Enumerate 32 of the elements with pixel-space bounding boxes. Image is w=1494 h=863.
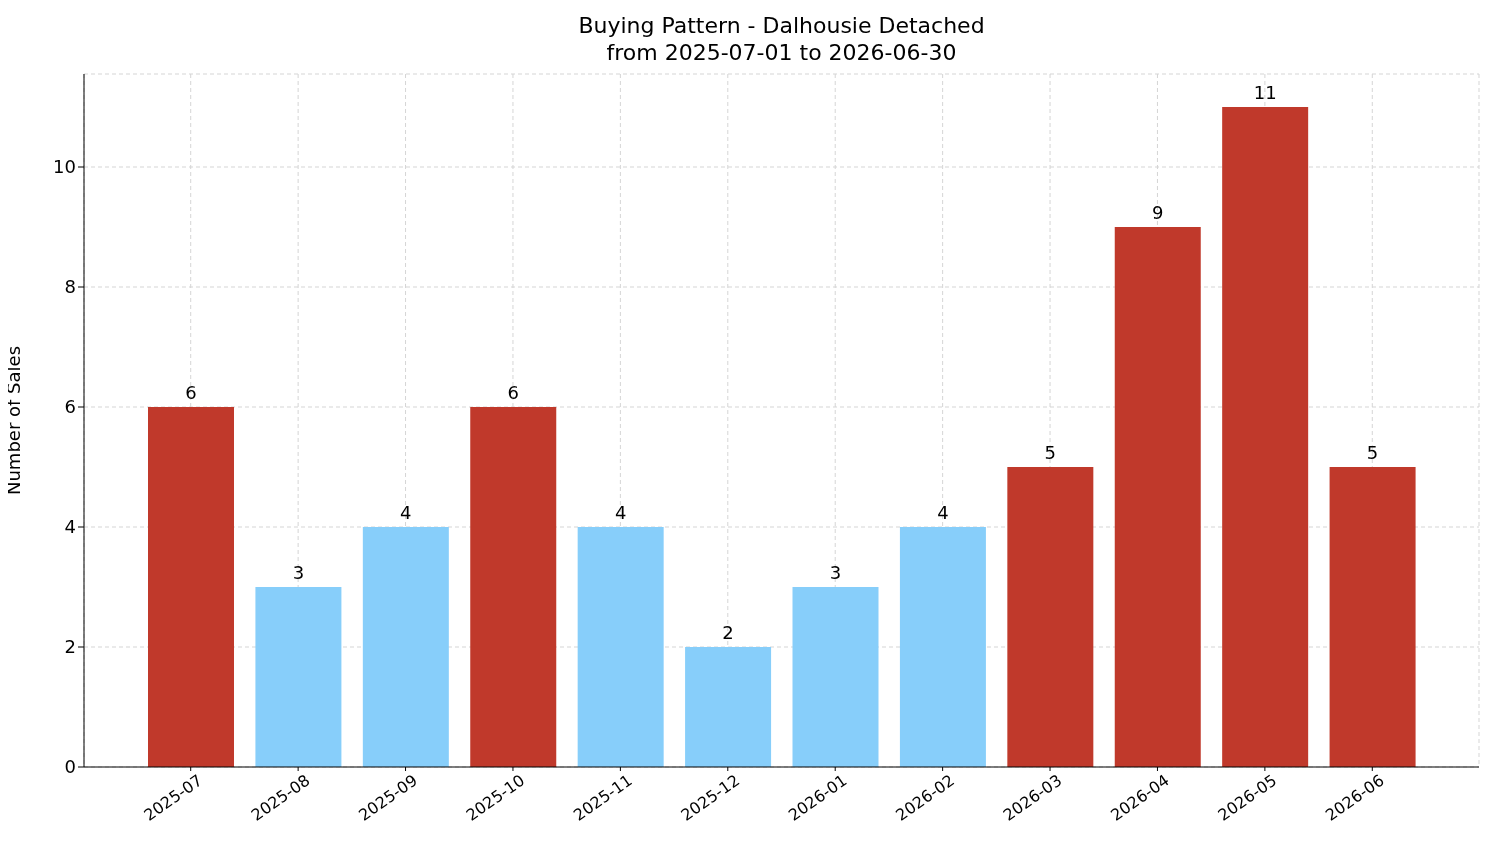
bar — [899, 527, 986, 767]
bar — [792, 587, 879, 767]
bar — [1007, 467, 1094, 767]
bar — [685, 647, 772, 767]
data-label: 11 — [1253, 82, 1277, 103]
data-label: 2 — [722, 622, 734, 643]
y-tick-label: 0 — [64, 756, 76, 778]
bar — [1114, 227, 1201, 767]
data-label: 6 — [507, 382, 519, 403]
data-label: 3 — [292, 562, 305, 583]
bar — [1329, 467, 1416, 767]
y-tick-label: 4 — [64, 516, 76, 538]
data-label: 4 — [400, 502, 412, 523]
bar — [1222, 107, 1309, 767]
y-tick-label: 8 — [64, 276, 76, 298]
bar — [577, 527, 664, 767]
bar — [148, 407, 234, 767]
data-label: 5 — [1044, 442, 1057, 463]
bar — [255, 587, 342, 767]
y-tick-label: 6 — [64, 396, 76, 418]
data-label: 5 — [1366, 442, 1379, 463]
bar — [362, 527, 449, 767]
bar — [470, 407, 557, 767]
chart-title: Buying Pattern - Dalhousie Detached — [577, 12, 986, 39]
data-label: 3 — [829, 562, 842, 583]
data-label: 9 — [1152, 202, 1164, 223]
chart-subtitle: from 2025-07-01 to 2026-06-30 — [605, 39, 958, 66]
y-tick-label: 2 — [64, 636, 76, 658]
data-label: 6 — [185, 382, 197, 403]
y-tick-label: 10 — [53, 156, 76, 178]
data-label: 4 — [614, 502, 627, 523]
data-label: 4 — [937, 502, 949, 523]
